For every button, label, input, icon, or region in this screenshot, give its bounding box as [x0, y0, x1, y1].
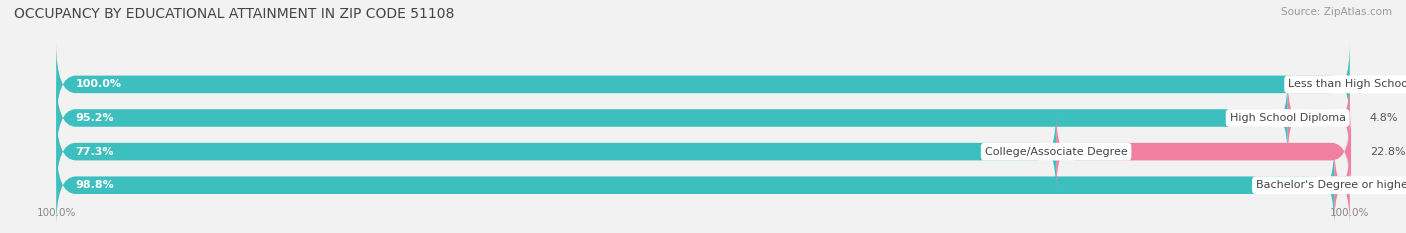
FancyBboxPatch shape: [56, 144, 1350, 227]
Text: 0.0%: 0.0%: [1369, 79, 1398, 89]
FancyBboxPatch shape: [56, 76, 1350, 160]
FancyBboxPatch shape: [1056, 110, 1351, 193]
Text: College/Associate Degree: College/Associate Degree: [984, 147, 1128, 157]
Text: High School Diploma: High School Diploma: [1230, 113, 1346, 123]
Text: OCCUPANCY BY EDUCATIONAL ATTAINMENT IN ZIP CODE 51108: OCCUPANCY BY EDUCATIONAL ATTAINMENT IN Z…: [14, 7, 454, 21]
FancyBboxPatch shape: [1330, 144, 1354, 227]
Text: Bachelor's Degree or higher: Bachelor's Degree or higher: [1256, 180, 1406, 190]
FancyBboxPatch shape: [56, 110, 1056, 193]
Text: 22.8%: 22.8%: [1371, 147, 1406, 157]
Text: Less than High School: Less than High School: [1288, 79, 1406, 89]
FancyBboxPatch shape: [56, 43, 1350, 126]
FancyBboxPatch shape: [56, 76, 1288, 160]
FancyBboxPatch shape: [56, 43, 1350, 126]
Text: 77.3%: 77.3%: [76, 147, 114, 157]
Text: 4.8%: 4.8%: [1369, 113, 1398, 123]
Text: 98.8%: 98.8%: [76, 180, 114, 190]
Text: 100.0%: 100.0%: [76, 79, 122, 89]
Text: 1.2%: 1.2%: [1369, 180, 1398, 190]
FancyBboxPatch shape: [56, 144, 1334, 227]
Text: 95.2%: 95.2%: [76, 113, 114, 123]
FancyBboxPatch shape: [1288, 76, 1350, 160]
FancyBboxPatch shape: [56, 110, 1350, 193]
Text: Source: ZipAtlas.com: Source: ZipAtlas.com: [1281, 7, 1392, 17]
